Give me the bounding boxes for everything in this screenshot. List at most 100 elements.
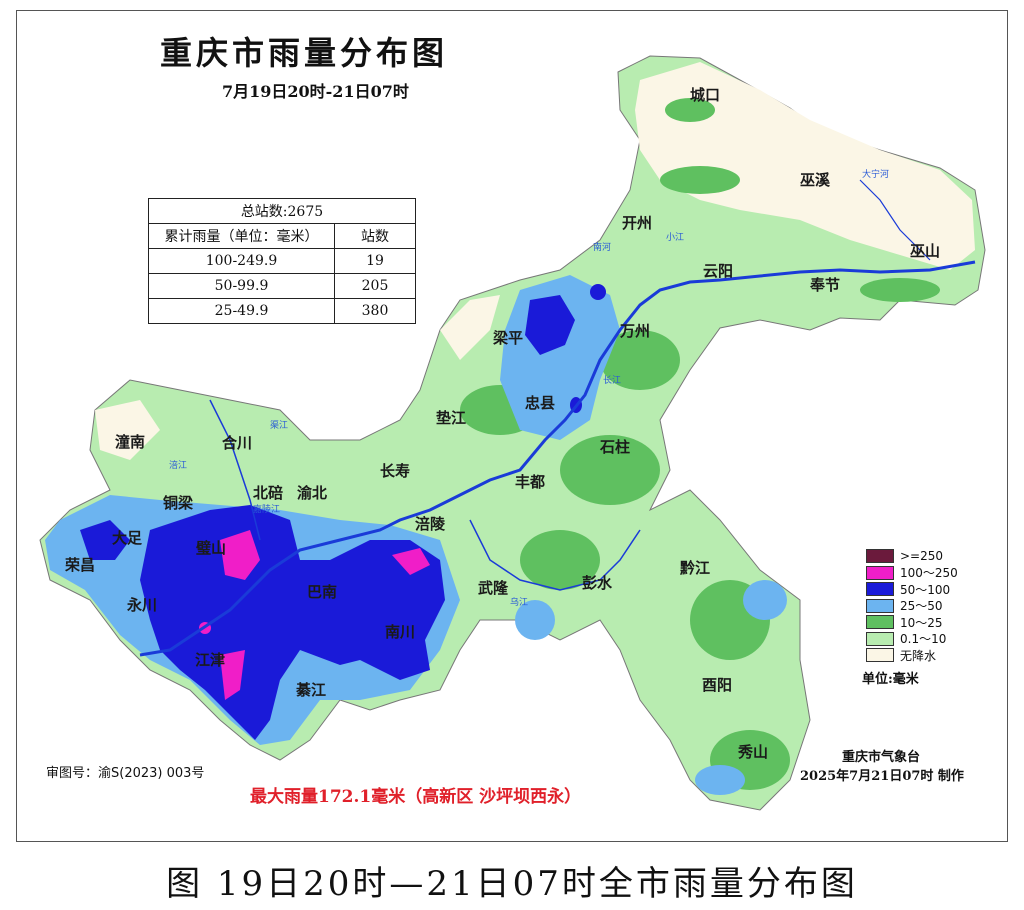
producer: 重庆市气象台 <box>842 750 921 765</box>
legend-swatch <box>866 549 894 564</box>
legend-unit: 单位:毫米 <box>862 672 919 687</box>
river-label: 长江 <box>603 374 621 386</box>
place-label: 丰都 <box>515 473 545 491</box>
rain-100-250-area <box>220 650 245 700</box>
rain-10-25-area <box>520 530 600 590</box>
place-label: 荣昌 <box>64 556 95 574</box>
place-label: 万州 <box>619 322 650 340</box>
place-label: 巫溪 <box>800 171 831 189</box>
place-label: 云阳 <box>703 262 733 280</box>
rain-25-50-area <box>743 580 787 620</box>
river-label: 乌江 <box>510 596 528 608</box>
max-rainfall-note: 最大雨量172.1毫米（高新区 沙坪坝西永） <box>250 787 582 807</box>
legend-swatch <box>866 598 894 613</box>
rain-10-25-area <box>660 166 740 194</box>
river-label: 嘉陵江 <box>253 503 280 515</box>
place-label: 涪陵 <box>415 515 446 533</box>
count-cell: 380 <box>334 298 416 324</box>
place-label: 秀山 <box>737 743 768 761</box>
place-label: 江津 <box>195 651 225 669</box>
place-label: 璧山 <box>196 539 226 557</box>
legend-swatch <box>866 648 894 663</box>
total-stations: 总站数:2675 <box>148 198 416 224</box>
river-label: 南河 <box>593 241 611 253</box>
legend-item: 0.1～10 <box>866 631 958 648</box>
legend-label: >=250 <box>900 549 944 564</box>
legend-item: 100～250 <box>866 565 958 582</box>
river-label: 涪江 <box>169 459 187 471</box>
river-label: 大宁河 <box>862 168 889 180</box>
map-title: 重庆市雨量分布图 <box>160 34 449 72</box>
place-label: 巴南 <box>307 583 337 601</box>
table-row: 50-99.9 205 <box>148 273 416 299</box>
count-cell: 19 <box>334 248 416 274</box>
legend-item: 无降水 <box>866 647 958 664</box>
legend-item: 25～50 <box>866 598 958 615</box>
legend-label: 25～50 <box>900 599 943 614</box>
production-time: 2025年7月21日07时 制作 <box>800 769 964 784</box>
no-rain-area <box>440 295 500 360</box>
place-label: 大足 <box>112 529 143 547</box>
place-label: 忠县 <box>525 394 555 412</box>
wujiang-river <box>469 519 641 591</box>
rain-10-25-area <box>860 278 940 302</box>
place-label: 梁平 <box>492 329 523 347</box>
place-label: 南川 <box>385 623 415 641</box>
river-label: 小江 <box>666 232 684 243</box>
place-label: 彭水 <box>582 574 613 592</box>
legend-label: 100～250 <box>900 566 958 581</box>
rain-10-25-area <box>560 435 660 505</box>
legend-label: 10～25 <box>900 615 943 630</box>
figure-caption: 图 19日20时—21日07时全市雨量分布图 <box>166 864 858 904</box>
place-label: 奉节 <box>809 276 840 294</box>
map-approval-number: 审图号：渝S(2023) 003号 <box>46 766 205 781</box>
place-label: 武隆 <box>478 579 509 597</box>
river-label: 渠江 <box>270 419 288 431</box>
place-label: 渝北 <box>297 484 327 502</box>
rain-50-100-area <box>140 505 445 740</box>
range-header: 累计雨量（单位：毫米） <box>148 223 335 249</box>
no-rain-area <box>635 62 975 270</box>
place-label: 永川 <box>126 596 157 614</box>
count-cell: 205 <box>334 273 416 299</box>
range-cell: 100-249.9 <box>148 248 335 274</box>
place-label: 垫江 <box>436 409 466 427</box>
rain-50-100-area <box>80 520 130 560</box>
place-label: 酉阳 <box>702 676 732 694</box>
legend-swatch <box>866 565 894 580</box>
legend-label: 50～100 <box>900 582 951 597</box>
legend-swatch <box>866 582 894 597</box>
legend-label: 无降水 <box>900 648 937 663</box>
legend-item: >=250 <box>866 548 958 565</box>
range-cell: 50-99.9 <box>148 273 335 299</box>
rain-50-100-area <box>590 284 606 300</box>
rain-10-25-area <box>600 330 680 390</box>
place-label: 城口 <box>690 86 720 104</box>
place-label: 黔江 <box>680 559 710 577</box>
place-label: 北碚 <box>253 484 283 502</box>
place-label: 长寿 <box>380 462 410 480</box>
place-label: 开州 <box>622 214 652 232</box>
daning-river <box>859 179 931 261</box>
place-label: 铜梁 <box>163 494 194 512</box>
jialing-river <box>209 399 261 541</box>
count-header: 站数 <box>334 223 416 249</box>
rain-100-250-area <box>392 548 430 575</box>
map-subtitle: 7月19日20时-21日07时 <box>222 82 409 101</box>
rain-10-25-area <box>665 98 715 122</box>
rain-25-50-area <box>695 765 745 795</box>
place-label: 合川 <box>221 434 252 452</box>
place-label: 石柱 <box>599 438 630 456</box>
rain-50-100-area <box>525 295 575 355</box>
legend-swatch <box>866 615 894 630</box>
legend-item: 10～25 <box>866 614 958 631</box>
legend-label: 0.1～10 <box>900 632 947 647</box>
rain-100-250-area <box>220 530 260 580</box>
table-row: 100-249.9 19 <box>148 248 416 274</box>
no-rain-area <box>95 400 160 460</box>
rain-25-50-area <box>515 600 555 640</box>
place-label: 綦江 <box>295 681 326 699</box>
place-label: 巫山 <box>910 242 940 260</box>
yangtze-river <box>139 260 976 657</box>
